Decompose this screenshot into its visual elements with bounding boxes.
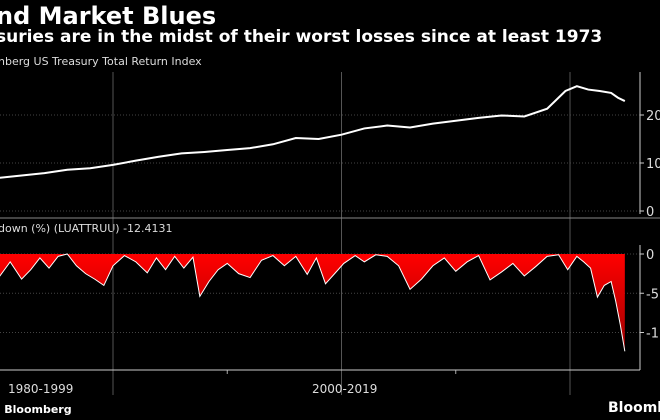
x-label-2000-2019: 2000-2019	[312, 382, 378, 396]
drawdown-line	[0, 253, 626, 352]
source-note: : Bloomberg	[0, 403, 72, 416]
y-tick-label: 10	[646, 157, 660, 172]
top-panel-label: nberg US Treasury Total Return Index	[0, 55, 202, 68]
y-tick-label: 20	[646, 109, 660, 124]
bloomberg-logo: Bloomb	[608, 400, 660, 416]
bottom-panel-label: down (%) (LUATTRUU) -12.4131	[0, 222, 173, 235]
index-line	[0, 85, 626, 179]
x-label-1980-1999: 1980-1999	[8, 382, 74, 396]
chart-title: nd Market Blues	[0, 2, 217, 30]
y-tick-label: -5	[646, 287, 659, 302]
drawdown-area	[0, 254, 625, 352]
y-tick-label: 0	[646, 205, 654, 220]
chart-subtitle: suries are in the midst of their worst l…	[0, 27, 603, 47]
y-tick-label: -1	[646, 327, 659, 342]
y-tick-label: 0	[646, 248, 654, 263]
